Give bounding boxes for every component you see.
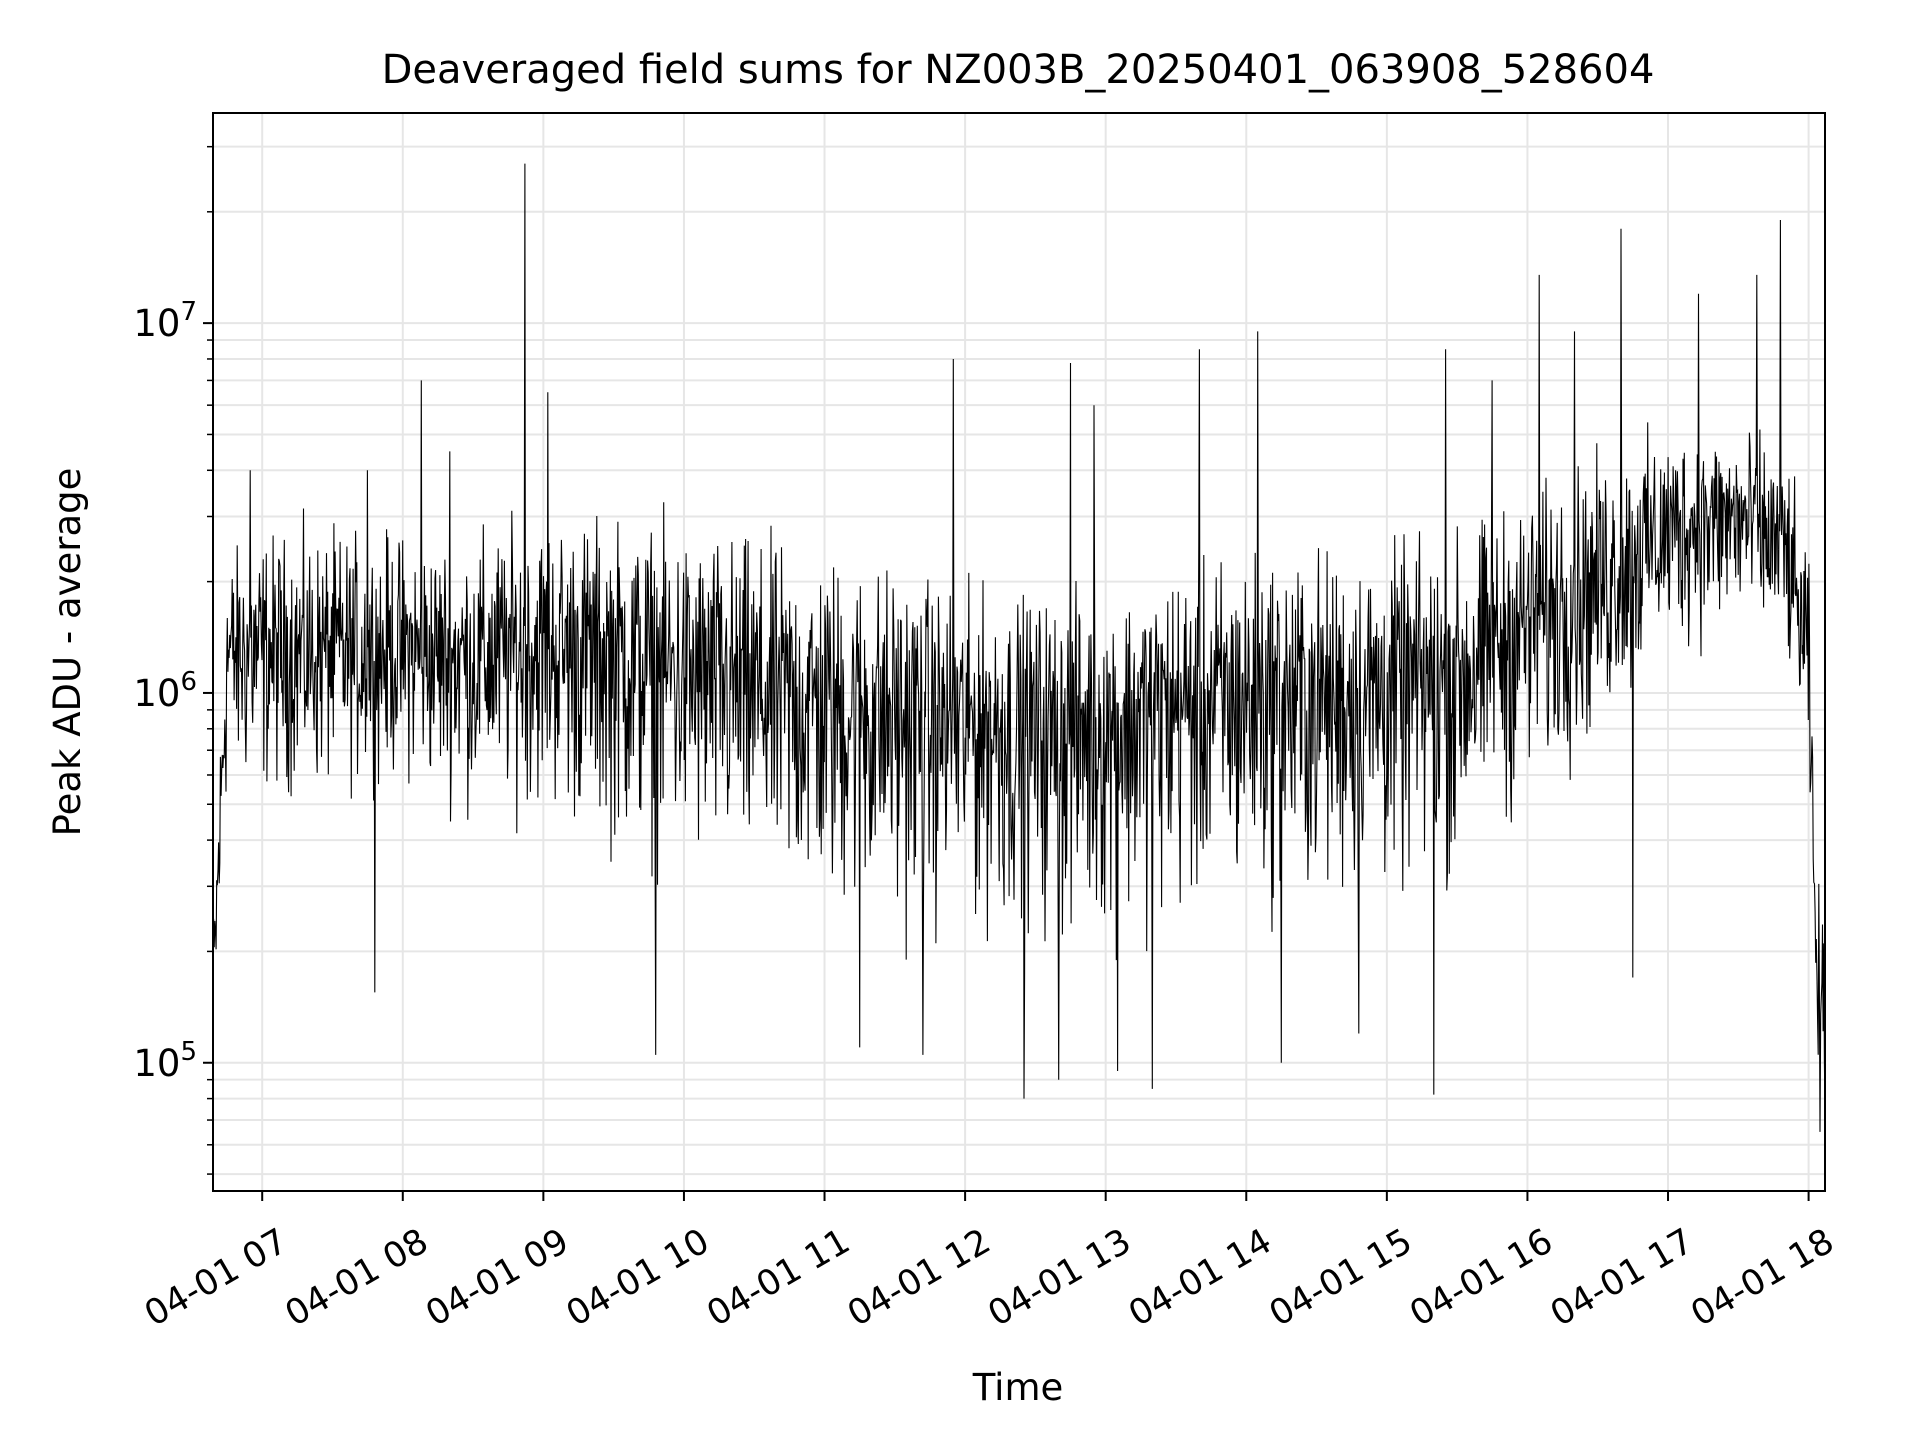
series-layer	[212, 163, 1826, 1132]
y-tick-label: 106	[133, 667, 197, 715]
chart-title: Deaveraged field sums for NZ003B_2025040…	[382, 47, 1655, 93]
y-axis-label: Peak ADU - average	[46, 468, 89, 837]
y-tick-label: 105	[133, 1037, 197, 1085]
plot-frame	[212, 112, 1826, 1192]
x-axis-label: Time	[972, 1366, 1064, 1409]
y-tick-label: 107	[133, 297, 197, 345]
series-line	[212, 163, 1826, 1132]
